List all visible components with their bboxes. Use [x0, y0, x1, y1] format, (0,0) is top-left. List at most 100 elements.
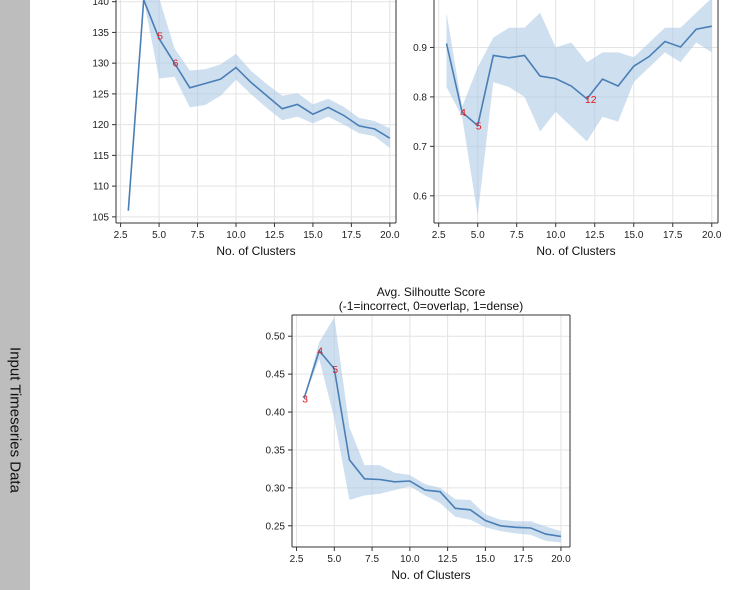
y-tick-label: 140	[92, 0, 109, 8]
data-point	[409, 480, 411, 482]
y-tick-label: 0.50	[266, 332, 286, 343]
x-tick-label: 10.0	[546, 230, 566, 241]
y-tick-label: 110	[93, 182, 109, 193]
data-point	[128, 210, 130, 212]
y-tick-label: 0.45	[266, 370, 286, 381]
data-point	[469, 509, 471, 511]
x-tick-label: 5.0	[152, 230, 166, 241]
x-tick-label: 7.5	[191, 230, 205, 241]
data-point	[364, 478, 366, 480]
data-point	[328, 107, 330, 109]
x-tick-label: 2.5	[114, 230, 128, 241]
data-point	[297, 104, 299, 106]
cluster-annotation: 4	[317, 346, 323, 358]
data-point	[266, 95, 268, 97]
x-tick-label: 7.5	[510, 230, 524, 241]
y-tick-label: 0.30	[266, 483, 286, 494]
data-point	[649, 56, 651, 58]
data-point	[524, 55, 526, 57]
x-tick-label: 15.0	[303, 230, 323, 241]
y-tick-label: 125	[92, 89, 109, 100]
data-point	[664, 41, 666, 43]
x-tick-label: 10.0	[400, 554, 420, 565]
data-point	[454, 508, 456, 510]
data-point	[485, 520, 487, 522]
x-tick-label: 2.5	[432, 230, 446, 241]
data-point	[189, 87, 191, 89]
x-tick-label: 12.5	[585, 230, 605, 241]
x-tick-label: 17.5	[663, 230, 683, 241]
y-tick-label: 0.40	[266, 408, 286, 419]
confidence-band	[446, 0, 712, 216]
y-tick-label: 0.25	[266, 521, 286, 532]
data-point	[439, 491, 441, 493]
data-point	[446, 43, 448, 45]
data-point	[251, 82, 253, 84]
data-point	[571, 85, 573, 87]
data-point	[235, 67, 237, 69]
data-point	[349, 459, 351, 461]
chart-top-right: 45 12 2.5 5.0 7.5 10.0 12.5 15.0 17.5 20.0 0.6 0.7 0…	[413, 0, 722, 258]
y-tick-label: 0.8	[413, 92, 427, 103]
y-tick-label: 105	[92, 212, 109, 223]
data-point	[358, 125, 360, 127]
x-axis-label: No. of Clusters	[391, 568, 470, 582]
x-tick-label: 20.0	[702, 230, 722, 241]
side-band	[0, 0, 30, 590]
data-point	[680, 46, 682, 48]
x-tick-label: 5.0	[471, 230, 485, 241]
data-point	[515, 526, 517, 528]
y-tick-label: 0.9	[413, 43, 427, 54]
cluster-annotation: 6	[172, 58, 178, 70]
data-point	[204, 83, 206, 85]
x-tick-label: 2.5	[290, 554, 304, 565]
data-point	[500, 525, 502, 527]
x-tick-label: 5.0	[327, 554, 341, 565]
y-tick-label: 0.7	[413, 142, 427, 153]
chart-subtitle: (-1=incorrect, 0=overlap, 1=dense)	[339, 299, 523, 313]
y-tick-label: 135	[92, 28, 109, 39]
data-point	[560, 536, 562, 538]
x-tick-label: 7.5	[365, 554, 379, 565]
data-point	[389, 137, 391, 139]
cluster-annotation: 12	[585, 94, 597, 106]
data-point	[711, 25, 713, 27]
data-point	[379, 479, 381, 481]
y-tick-label: 0.35	[266, 445, 286, 456]
data-point	[394, 481, 396, 483]
series-line	[303, 348, 562, 538]
x-tick-label: 17.5	[342, 230, 362, 241]
data-point	[374, 128, 376, 130]
cluster-annotation: 3	[302, 393, 308, 405]
data-point	[545, 533, 547, 535]
data-point	[508, 57, 510, 59]
chart-bottom: 3 45 2.5 5.0 7.5 10.0 12.5 15.0 17.5 20.0 0.25 0.30…	[266, 285, 572, 582]
cluster-annotation: 5	[332, 364, 338, 376]
x-tick-label: 17.5	[513, 554, 533, 565]
x-tick-label: 12.5	[265, 230, 285, 241]
data-point	[424, 489, 426, 491]
y-tick-label: 0.6	[413, 191, 427, 202]
data-point	[617, 85, 619, 87]
x-tick-label: 10.0	[226, 230, 246, 241]
x-tick-label: 20.0	[551, 554, 571, 565]
cluster-annotation: 5	[476, 121, 482, 133]
chart-top-left: 5 6 2.5 5.0 7.5 10.0 12.5 15.0 17.5 20.0 105 110 115…	[92, 0, 400, 258]
chart-title: Avg. Silhoutte Score	[377, 285, 486, 299]
y-tick-label: 120	[92, 120, 109, 131]
x-axis-label: No. of Clusters	[536, 244, 615, 258]
x-tick-label: 20.0	[380, 230, 400, 241]
data-point	[602, 78, 604, 80]
x-tick-label: 15.0	[476, 554, 496, 565]
data-point	[530, 527, 532, 529]
y-tick-label: 130	[92, 59, 109, 70]
y-tick-label: 115	[93, 151, 109, 162]
series-line	[445, 25, 712, 128]
x-axis-label: No. of Clusters	[216, 244, 295, 258]
data-point	[220, 78, 222, 80]
x-tick-label: 12.5	[438, 554, 458, 565]
x-tick-label: 15.0	[624, 230, 644, 241]
data-point	[695, 28, 697, 30]
confidence-band	[128, 0, 390, 211]
